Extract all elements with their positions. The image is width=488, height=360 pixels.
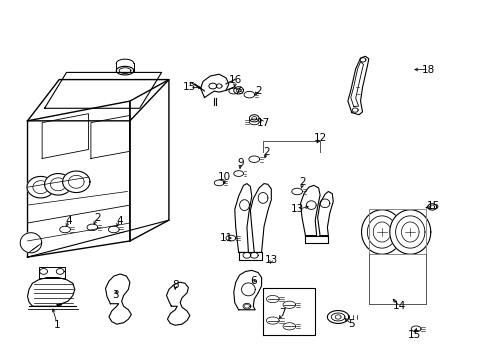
Polygon shape [234,184,251,252]
Polygon shape [250,184,271,252]
Text: 10: 10 [217,172,230,182]
Text: 15: 15 [183,82,196,93]
Polygon shape [238,252,261,260]
Text: 6: 6 [249,276,256,286]
Text: 16: 16 [229,75,242,85]
Polygon shape [27,278,75,306]
Text: 12: 12 [313,133,326,143]
Text: 15: 15 [407,330,420,340]
Polygon shape [263,288,315,335]
Polygon shape [300,185,320,235]
Polygon shape [130,80,168,241]
Polygon shape [27,101,130,257]
Polygon shape [44,174,72,195]
Text: 13: 13 [264,255,277,265]
Polygon shape [105,274,131,324]
Polygon shape [317,192,332,235]
Polygon shape [27,80,168,121]
Polygon shape [20,233,41,253]
Polygon shape [42,114,88,158]
Polygon shape [166,282,189,325]
Polygon shape [62,171,90,193]
Text: 4: 4 [117,216,123,226]
Polygon shape [39,267,65,278]
Text: 13: 13 [290,204,303,215]
Polygon shape [200,74,228,98]
Polygon shape [44,72,161,108]
Text: 1: 1 [53,320,60,330]
Text: 2: 2 [299,177,305,187]
Text: 4: 4 [65,216,72,226]
Text: 15: 15 [426,201,439,211]
Text: 7: 7 [279,309,285,318]
Text: 14: 14 [392,301,406,311]
Polygon shape [361,210,402,254]
Polygon shape [327,311,348,323]
Polygon shape [91,116,130,158]
Polygon shape [233,270,261,310]
Polygon shape [305,235,328,243]
Text: 5: 5 [348,319,354,329]
Text: 17: 17 [256,118,269,128]
Text: 18: 18 [421,64,434,75]
Text: 3: 3 [112,291,119,301]
Polygon shape [389,210,430,254]
Polygon shape [27,176,54,198]
Text: 9: 9 [237,158,244,168]
Text: 2: 2 [254,86,261,96]
Text: 2: 2 [263,147,269,157]
Text: 11: 11 [219,233,232,243]
Text: 2: 2 [94,213,101,222]
Polygon shape [347,56,368,115]
Text: 8: 8 [172,280,178,290]
